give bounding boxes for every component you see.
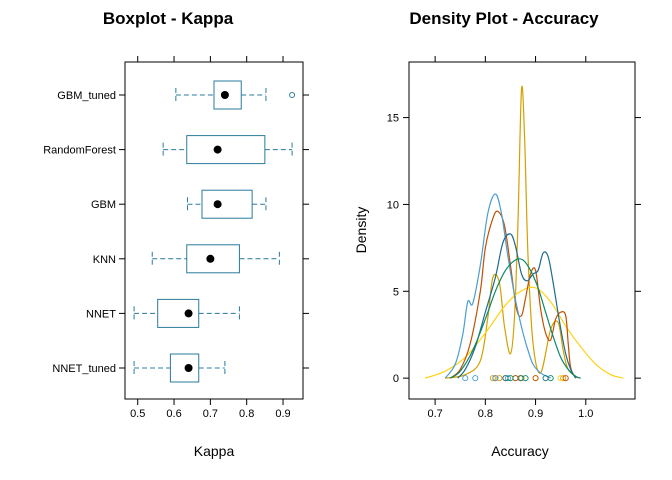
density-curve	[449, 258, 581, 379]
boxplot-boxes	[133, 80, 296, 383]
boxplot-category-label: GBM	[91, 199, 116, 211]
rug-point	[507, 375, 514, 382]
rug-point	[522, 375, 529, 382]
rug-point	[504, 375, 511, 382]
boxplot-frame	[124, 61, 304, 400]
density-frame	[408, 61, 636, 400]
median-point	[206, 254, 215, 263]
boxplot-x-tick-label: 0.8	[239, 408, 254, 420]
rug-point	[512, 375, 519, 382]
rug-point	[492, 375, 499, 382]
density-curves	[424, 85, 624, 379]
boxplot-category-label: NNET	[86, 308, 116, 320]
density-curve	[449, 210, 577, 379]
rug-point	[532, 375, 539, 382]
median-point	[213, 145, 222, 154]
boxplot-x-label: Kappa	[194, 443, 235, 459]
rug-point	[496, 375, 503, 382]
boxplot-y-ticks: GBM_tuned RandomForest GBM KNN NNET NNET_tune…	[43, 90, 309, 375]
box	[169, 353, 200, 383]
density-title: Density Plot - Accuracy	[409, 9, 599, 28]
density-curve	[444, 193, 551, 379]
density-curve	[457, 233, 577, 379]
boxplot-x-ticks: 0.5 0.6 0.7 0.8 0.9	[130, 56, 291, 420]
boxplot-category-label: RandomForest	[43, 145, 116, 157]
box	[201, 189, 253, 219]
median-point	[213, 200, 222, 209]
rug-point	[462, 375, 469, 382]
median-point	[184, 364, 193, 372]
boxplot-x-tick-label: 0.6	[166, 408, 181, 420]
density-x-ticks: 0.7 0.8 0.9 1.0	[427, 56, 593, 420]
boxplot-x-tick-label: 0.9	[275, 408, 290, 420]
density-y-label: Density	[353, 207, 369, 254]
box	[186, 135, 266, 165]
rug-point	[560, 375, 567, 382]
density-x-tick-label: 0.9	[528, 408, 543, 420]
rug-point	[562, 375, 569, 382]
density-x-tick-label: 0.7	[427, 408, 442, 420]
density-y-tick-label: 15	[387, 113, 399, 125]
density-y-tick-label: 10	[387, 199, 399, 211]
density-rug-points	[462, 375, 569, 382]
median-point	[220, 91, 229, 99]
density-x-label: Accuracy	[491, 443, 549, 459]
box	[186, 244, 240, 274]
density-y-tick-label: 5	[393, 286, 399, 298]
density-curve	[424, 286, 624, 379]
outlier-point	[289, 92, 296, 98]
density-curve	[445, 85, 579, 379]
boxplot-x-tick-label: 0.5	[130, 408, 145, 420]
density-x-tick-label: 0.8	[478, 408, 493, 420]
box	[157, 298, 200, 328]
boxplot-x-tick-label: 0.7	[203, 408, 218, 420]
density-panel: Density Plot - Accuracy 0 5 10 15 0.7 0.8 0.9…	[353, 9, 641, 459]
rug-point	[547, 375, 554, 382]
rug-point	[472, 375, 479, 382]
median-point	[184, 309, 193, 318]
density-y-ticks: 0 5 10 15	[387, 113, 641, 385]
box	[213, 80, 242, 110]
boxplot-category-label: KNN	[93, 254, 116, 266]
density-x-tick-label: 1.0	[578, 408, 593, 420]
boxplot-title: Boxplot - Kappa	[103, 9, 234, 28]
density-y-tick-label: 0	[393, 373, 399, 385]
boxplot-category-label: GBM_tuned	[57, 90, 116, 102]
rug-point	[489, 375, 496, 382]
boxplot-panel: Boxplot - Kappa GBM_tunedRandomForestGBM…	[43, 9, 309, 459]
boxplot-category-label: NNET_tuned	[52, 363, 116, 375]
